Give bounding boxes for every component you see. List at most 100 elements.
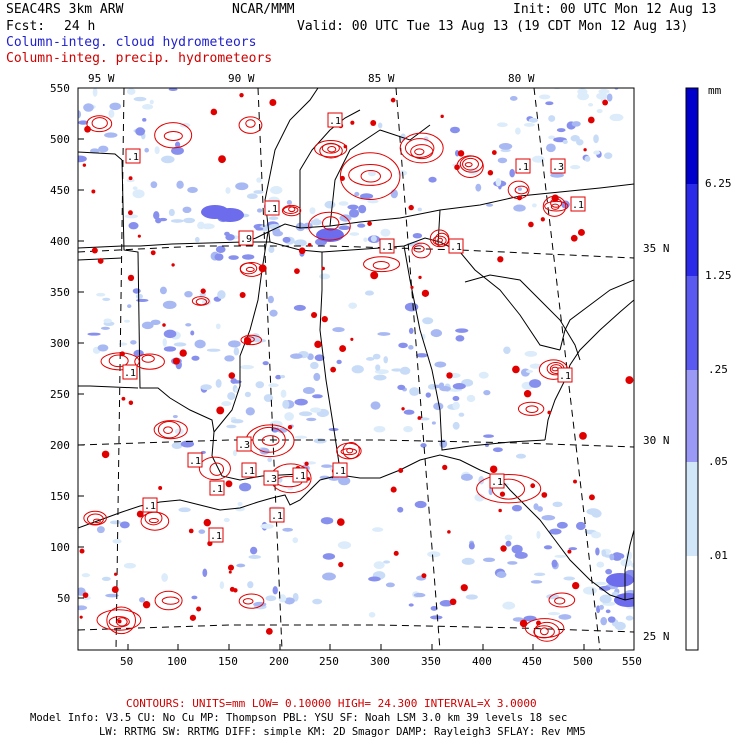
- cloud-shade-cell: [324, 200, 336, 209]
- cloud-shade-cell: [150, 319, 161, 326]
- precip-cell: [497, 256, 504, 263]
- cloud-shade-cell: [529, 363, 542, 369]
- cloud-shade-cell: [302, 386, 315, 394]
- precip-contour-ring: [283, 206, 299, 214]
- cloud-shade-cell: [298, 411, 313, 417]
- colorbar-swatch-1: [686, 556, 698, 650]
- precip-cell: [158, 486, 163, 490]
- precip-cell: [517, 195, 522, 201]
- cloud-shade-cell: [474, 493, 485, 502]
- cloud-shade-cell: [604, 152, 613, 159]
- cloud-shade-cell: [322, 553, 336, 560]
- contour-label-box: [238, 230, 254, 246]
- precip-cell: [294, 268, 300, 275]
- cloud-shade-cell: [431, 421, 436, 425]
- precip-contour-ring: [524, 618, 565, 639]
- cloud-shade-cell: [502, 601, 516, 610]
- contour-label-text: .9: [240, 234, 252, 245]
- cloud-shade-cell: [556, 521, 568, 529]
- forecast-hour: 24 h: [64, 19, 96, 34]
- contour-label-text: .1: [124, 368, 136, 379]
- precip-cell: [218, 155, 226, 164]
- precip-cell: [79, 548, 85, 554]
- cloud-shade-cell: [596, 108, 603, 114]
- precip-contour-ring: [464, 162, 473, 168]
- precip-cell: [101, 450, 110, 459]
- cloud-shade-cell: [562, 139, 568, 144]
- precip-cell: [287, 425, 293, 430]
- cloud-shade-cell: [284, 412, 294, 421]
- cloud-shade-cell: [358, 204, 367, 214]
- precip-contour-ring: [308, 211, 351, 241]
- cloud-shade-cell: [478, 371, 489, 379]
- cloud-shade-cell: [294, 435, 308, 439]
- cloud-shade-cell: [171, 146, 184, 155]
- precip-cell: [127, 210, 133, 216]
- precip-cell: [487, 170, 494, 176]
- cloud-shade-cell: [310, 219, 323, 226]
- precip-contour-ring: [252, 426, 286, 453]
- precip-contour-ring: [327, 146, 337, 153]
- precip-cell: [82, 592, 89, 598]
- precip-cell: [128, 176, 133, 181]
- precip-cell: [573, 479, 577, 484]
- cloud-shade-cell: [139, 597, 146, 603]
- cloud-shade-cell: [174, 141, 181, 148]
- cloud-shade-cell: [439, 600, 453, 607]
- precip-cell: [142, 601, 151, 609]
- cloud-shade-cell: [223, 517, 230, 523]
- cloud-shade-cell: [295, 222, 306, 232]
- colorbar-frame: [685, 87, 699, 651]
- cloud-shade-cell: [373, 561, 385, 569]
- cloud-shade-cell: [180, 440, 195, 448]
- cloud-shade-cell: [338, 476, 351, 486]
- contour-label-text: .1: [450, 242, 462, 253]
- cloud-shade-cell: [452, 395, 460, 402]
- precip-contour-ring: [411, 242, 431, 259]
- cloud-shade-cell: [248, 555, 261, 559]
- cloud-shade-cell: [507, 561, 518, 565]
- cloud-shade-cell: [135, 293, 143, 299]
- cloud-shade-cell: [543, 545, 553, 550]
- cloud-shade-cell: [430, 329, 443, 338]
- precip-contour-ring: [533, 621, 560, 642]
- cloud-shade-cell: [286, 200, 292, 206]
- cloud-shade-cell: [609, 113, 624, 122]
- cloud-shade-cell: [226, 424, 237, 429]
- precip-cell: [136, 510, 144, 518]
- cloud-shade-cell: [497, 157, 508, 164]
- cloud-shade-cell: [256, 208, 263, 213]
- cloud-shade-cell: [98, 145, 109, 153]
- cloud-shade-cell: [184, 290, 193, 298]
- precip-cell: [540, 217, 545, 222]
- cloud-shade-cell: [414, 500, 427, 509]
- colorbar-label-1.25: 1.25: [705, 269, 732, 282]
- precip-cell: [189, 614, 197, 621]
- contour-label-text: .3: [265, 474, 277, 485]
- lat-label-35n: 35 N: [643, 242, 670, 255]
- model-title: SEAC4RS 3km ARW: [6, 2, 124, 17]
- cloud-shade-cell: [500, 148, 511, 153]
- cloud-shade-cell: [483, 434, 495, 438]
- model-info-line-2: LW: RRTMG SW: RRTMG DIFF: simple KM: 2D …: [99, 726, 586, 738]
- colorbar-swatch-2: [686, 462, 698, 556]
- cloud-shade-cell: [132, 189, 145, 199]
- contour-label-text: .1: [294, 471, 306, 482]
- precip-cell: [370, 271, 379, 280]
- lon-label-90w: 90 W: [228, 72, 255, 85]
- forecast-label: Fcst:: [6, 19, 46, 34]
- precip-cell: [111, 586, 119, 594]
- cloud-shade-cell: [126, 178, 135, 183]
- cloud-shade-cell: [398, 342, 408, 349]
- cloud-shade-cell: [144, 147, 149, 153]
- cloud-shade-cell: [636, 623, 640, 631]
- precip-contour-ring: [157, 420, 181, 439]
- precip-contour-ring: [148, 517, 159, 524]
- cloud-shade-cell: [439, 386, 451, 392]
- x-tick-350: 350: [421, 655, 441, 668]
- cloud-shade-cell: [338, 225, 351, 230]
- precip-contour-ring: [404, 138, 435, 158]
- lon-label-95w: 95 W: [88, 72, 115, 85]
- cloud-shade-cell: [391, 368, 403, 372]
- cloud-shade-cell: [503, 346, 511, 354]
